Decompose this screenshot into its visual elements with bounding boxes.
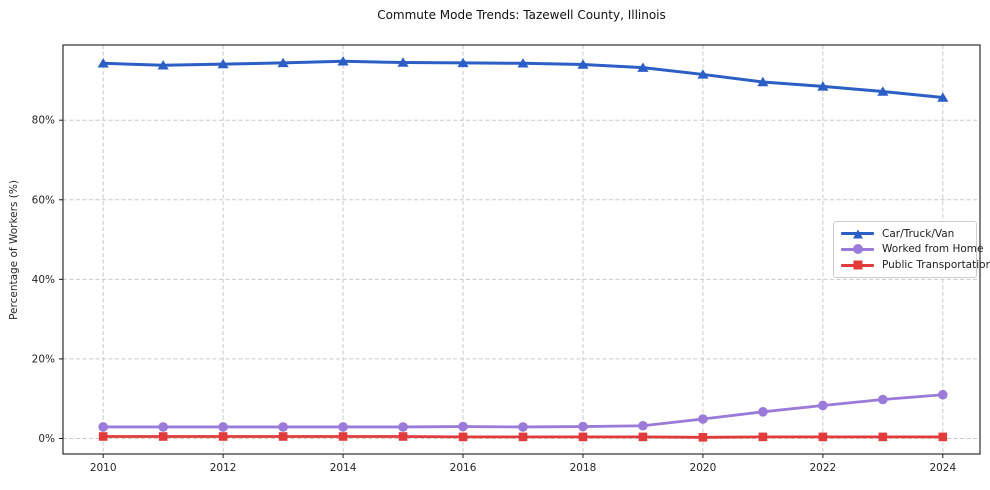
square-marker-icon — [853, 260, 862, 270]
x-tick-label: 2016 — [450, 462, 477, 474]
data-point-triangle — [277, 57, 289, 68]
data-point-square — [698, 432, 708, 442]
x-tick-label: 2022 — [810, 462, 837, 474]
x-tick-label: 2018 — [570, 462, 597, 474]
triangle-marker-icon — [852, 229, 863, 239]
data-point-square — [338, 432, 348, 441]
data-point-square — [398, 432, 408, 441]
data-point-square — [578, 432, 588, 442]
x-tick-label: 2024 — [929, 462, 956, 474]
data-point-circle — [698, 414, 708, 424]
data-point-circle — [818, 400, 828, 411]
data-point-triangle — [637, 62, 649, 72]
data-point-triangle — [517, 58, 529, 68]
y-axis: 0% 20% 40% 60% 80% — [32, 115, 63, 445]
data-point-square — [458, 432, 468, 442]
series-public-transportation — [98, 432, 948, 442]
legend: Car/Truck/Van Worked from Home Public Tr… — [833, 221, 990, 278]
data-point-circle — [98, 422, 108, 432]
x-tick-label: 2012 — [210, 462, 237, 474]
data-point-triangle — [217, 58, 229, 69]
data-point-circle — [458, 421, 468, 432]
y-tick-label: 40% — [32, 274, 55, 286]
data-point-circle — [338, 422, 348, 432]
data-point-circle — [758, 407, 768, 417]
legend-sample — [841, 228, 874, 239]
legend-label: Worked from Home — [882, 243, 984, 256]
data-point-circle — [578, 421, 588, 432]
data-point-triangle — [757, 76, 769, 87]
series-worked-from-home — [98, 389, 948, 432]
data-point-triangle — [457, 57, 469, 68]
y-tick-label: 0% — [38, 433, 55, 445]
data-point-square — [218, 432, 228, 441]
data-point-circle — [938, 389, 948, 400]
data-point-square — [938, 432, 948, 442]
data-point-triangle — [877, 86, 889, 96]
data-point-triangle — [397, 57, 409, 67]
data-point-triangle — [697, 69, 709, 79]
data-point-square — [878, 432, 888, 442]
data-point-triangle — [337, 56, 349, 66]
series-car-truck-van — [97, 56, 949, 102]
legend-item-public-transportation[interactable]: Public Transportation — [841, 259, 990, 271]
data-point-triangle — [937, 92, 949, 102]
legend-item-worked-from-home[interactable]: Worked from Home — [841, 243, 983, 255]
legend-item-car-truck-van[interactable]: Car/Truck/Van — [841, 228, 969, 240]
data-point-circle — [638, 420, 648, 431]
data-point-square — [278, 432, 288, 441]
data-point-square — [98, 432, 108, 441]
x-tick-label: 2010 — [90, 462, 117, 474]
circle-marker-icon — [852, 244, 863, 255]
legend-sample — [841, 260, 874, 271]
data-point-square — [158, 432, 168, 441]
data-point-circle — [158, 422, 168, 432]
data-point-triangle — [97, 58, 109, 68]
data-point-triangle — [577, 59, 589, 69]
data-point-square — [638, 432, 648, 442]
data-point-square — [518, 432, 528, 442]
x-tick-label: 2014 — [330, 462, 357, 474]
chart-title: Commute Mode Trends: Tazewell County, Il… — [377, 8, 666, 22]
data-point-circle — [518, 422, 528, 432]
data-point-circle — [278, 422, 288, 432]
data-point-square — [818, 432, 828, 442]
data-point-circle — [218, 422, 228, 432]
legend-label: Public Transportation — [882, 259, 990, 272]
data-point-triangle — [817, 81, 829, 91]
plot-border — [62, 44, 981, 455]
data-point-triangle — [157, 60, 169, 70]
x-axis: 2010 2012 2014 2016 2018 2020 2022 2024 — [90, 454, 956, 474]
data-point-square — [758, 432, 768, 442]
data-point-circle — [398, 422, 408, 432]
data-point-circle — [878, 394, 888, 405]
legend-sample — [841, 244, 874, 255]
series-line — [101, 393, 945, 429]
y-tick-label: 60% — [32, 194, 55, 206]
legend-label: Car/Truck/Van — [882, 227, 955, 240]
y-tick-label: 20% — [32, 353, 55, 365]
y-tick-label: 80% — [32, 115, 55, 127]
x-tick-label: 2020 — [690, 462, 717, 474]
